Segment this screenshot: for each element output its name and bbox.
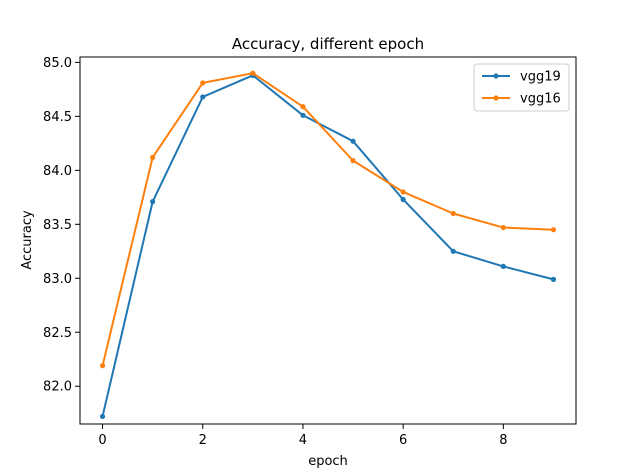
data-point-vgg19 — [150, 199, 156, 205]
series-line-vgg19 — [101, 74, 554, 417]
y-axis: 82.0 82.5 83.0 83.5 84.0 84.5 85.0 — [43, 56, 80, 395]
data-point-vgg19 — [300, 112, 306, 118]
data-point-vgg16 — [400, 189, 406, 195]
data-point-vgg16 — [99, 363, 106, 369]
y-tick-label: 85.0 — [43, 56, 72, 71]
data-point-vgg19 — [99, 413, 106, 420]
y-tick-label: 82.5 — [43, 326, 72, 341]
series-line-vgg16 — [101, 72, 554, 366]
y-axis-label: Accuracy — [20, 210, 35, 270]
data-point-vgg16 — [350, 158, 356, 164]
series-vgg19 — [99, 72, 557, 420]
data-point-vgg16 — [500, 224, 506, 231]
chart-title: Accuracy, different epoch — [232, 35, 424, 53]
x-tick-label: 6 — [399, 433, 407, 448]
x-tick-label: 0 — [98, 433, 106, 448]
y-tick-label: 83.5 — [43, 218, 72, 233]
data-point-vgg19 — [550, 276, 557, 282]
plot-frame — [79, 56, 577, 425]
data-point-vgg19 — [500, 263, 506, 270]
y-tick-label: 84.0 — [43, 164, 72, 179]
legend-label: vgg19 — [520, 70, 561, 85]
legend-label: vgg16 — [520, 92, 561, 107]
y-tick-label: 83.0 — [43, 272, 72, 287]
plot-area — [99, 70, 557, 420]
data-point-vgg16 — [200, 80, 206, 86]
data-point-vgg16 — [250, 70, 256, 76]
data-point-vgg19 — [350, 138, 356, 144]
y-tick-label: 84.5 — [43, 110, 72, 125]
data-point-vgg16 — [150, 154, 156, 160]
series-vgg16 — [99, 70, 557, 369]
x-tick-label: 8 — [499, 433, 507, 448]
legend-item-vgg19: vgg19 — [482, 70, 561, 85]
x-axis-label: epoch — [308, 454, 348, 469]
data-point-vgg19 — [400, 196, 406, 203]
y-tick-label: 82.0 — [43, 380, 72, 395]
x-axis: 0 2 4 6 8 — [98, 424, 507, 448]
legend: vgg19 vgg16 — [473, 63, 570, 112]
data-point-vgg16 — [300, 104, 306, 110]
legend-swatch-marker — [493, 95, 499, 101]
data-point-vgg16 — [450, 210, 456, 217]
x-tick-label: 2 — [199, 433, 207, 448]
data-point-vgg19 — [450, 248, 456, 254]
legend-swatch-marker — [493, 73, 499, 79]
data-point-vgg19 — [200, 94, 206, 100]
data-point-vgg16 — [550, 227, 557, 233]
x-tick-label: 4 — [299, 433, 307, 448]
legend-item-vgg16: vgg16 — [482, 92, 561, 107]
